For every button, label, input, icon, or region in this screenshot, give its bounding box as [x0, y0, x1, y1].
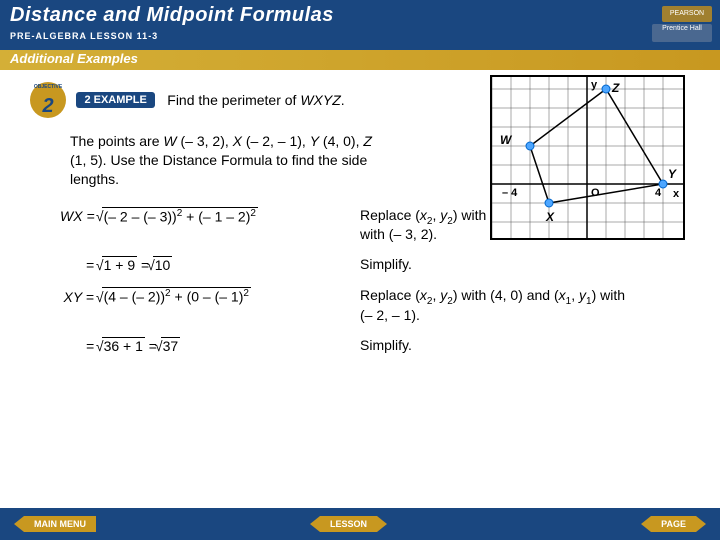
- svg-text:Y: Y: [668, 167, 677, 181]
- svg-text:Z: Z: [611, 81, 620, 95]
- svg-text:– 4: – 4: [502, 187, 518, 199]
- coordinate-graph: W X Y Z y x O – 4 4: [490, 75, 685, 240]
- page-nav[interactable]: PAGE: [641, 516, 706, 532]
- main-menu-button[interactable]: MAIN MENU: [14, 516, 96, 532]
- arrow-left-icon: [310, 516, 320, 532]
- simplify-label-2: Simplify.: [360, 337, 630, 354]
- example-prompt: Find the perimeter of WXYZ.: [167, 92, 344, 108]
- pearson-logo: PEARSON: [662, 6, 712, 22]
- svg-text:x: x: [673, 188, 680, 200]
- arrow-right-icon: [696, 516, 706, 532]
- xy-simplify: = 36 + 1 = 37: [60, 337, 360, 354]
- simplify-label-1: Simplify.: [360, 256, 630, 273]
- svg-text:4: 4: [655, 187, 662, 199]
- publisher-logo: PEARSON Prentice Hall: [612, 6, 712, 42]
- prentice-hall-logo: Prentice Hall: [652, 24, 712, 42]
- arrow-left-icon: [641, 516, 651, 532]
- footer-nav: MAIN MENU LESSON PAGE: [0, 508, 720, 540]
- arrow-left-icon: [14, 516, 24, 532]
- header-bar: Distance and Midpoint Formulas PRE-ALGEB…: [0, 0, 720, 50]
- example-badge: 2 EXAMPLE: [76, 92, 154, 108]
- lesson-nav[interactable]: LESSON: [310, 516, 387, 532]
- xy-explain: Replace (x2, y2) with (4, 0) and (x1, y1…: [360, 287, 630, 323]
- xy-equation: XY = (4 – (– 2))2 + (0 – (– 1)2: [60, 287, 360, 323]
- wx-equation: WX = (– 2 – (– 3))2 + (– 1 – 2)2: [60, 207, 360, 243]
- wx-simplify: = 1 + 9 = 10: [60, 256, 360, 273]
- svg-text:y: y: [591, 79, 598, 91]
- arrow-right-icon: [377, 516, 387, 532]
- svg-text:W: W: [500, 133, 513, 147]
- content-area: 2 2 EXAMPLE Find the perimeter of WXYZ. …: [0, 70, 720, 380]
- svg-text:X: X: [545, 210, 555, 224]
- problem-body: The points are W (– 3, 2), X (– 2, – 1),…: [70, 132, 390, 189]
- svg-text:O: O: [591, 187, 600, 199]
- objective-badge: 2: [30, 82, 66, 118]
- additional-examples-banner: Additional Examples: [0, 50, 720, 70]
